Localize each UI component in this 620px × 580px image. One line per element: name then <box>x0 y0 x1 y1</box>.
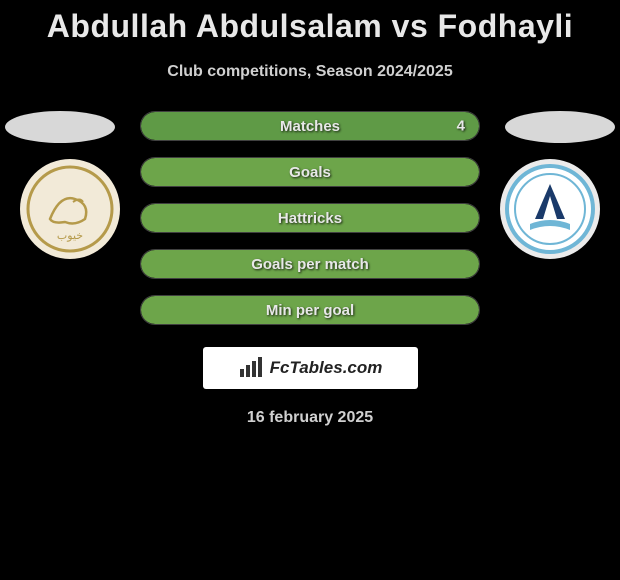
stat-label: Goals per match <box>251 256 369 273</box>
stat-row-goals-per-match: Goals per match <box>140 249 480 279</box>
brand-text: FcTables.com <box>270 358 383 378</box>
svg-text:خيوب: خيوب <box>57 230 83 242</box>
club-logo-left-icon: خيوب <box>25 164 115 254</box>
stat-label: Hattricks <box>278 210 342 227</box>
club-logo-right-icon <box>505 164 595 254</box>
stat-value-right: 4 <box>457 118 465 135</box>
stat-row-matches: Matches 4 <box>140 111 480 141</box>
bars-icon <box>238 357 264 379</box>
stat-row-min-per-goal: Min per goal <box>140 295 480 325</box>
subtitle: Club competitions, Season 2024/2025 <box>0 63 620 81</box>
date-text: 16 february 2025 <box>0 409 620 427</box>
player-oval-right <box>505 111 615 143</box>
club-badge-left: خيوب <box>20 159 120 259</box>
brand-box: FcTables.com <box>203 347 418 389</box>
stat-rows: Matches 4 Goals Hattricks Goals per matc… <box>140 111 480 325</box>
stat-label: Goals <box>289 164 331 181</box>
page-title: Abdullah Abdulsalam vs Fodhayli <box>0 0 620 45</box>
stat-row-hattricks: Hattricks <box>140 203 480 233</box>
stat-label: Matches <box>280 118 340 135</box>
club-badge-right <box>500 159 600 259</box>
stat-row-goals: Goals <box>140 157 480 187</box>
player-oval-left <box>5 111 115 143</box>
comparison-arena: خيوب Matches 4 Goals Hattric <box>0 111 620 325</box>
stat-label: Min per goal <box>266 302 354 319</box>
